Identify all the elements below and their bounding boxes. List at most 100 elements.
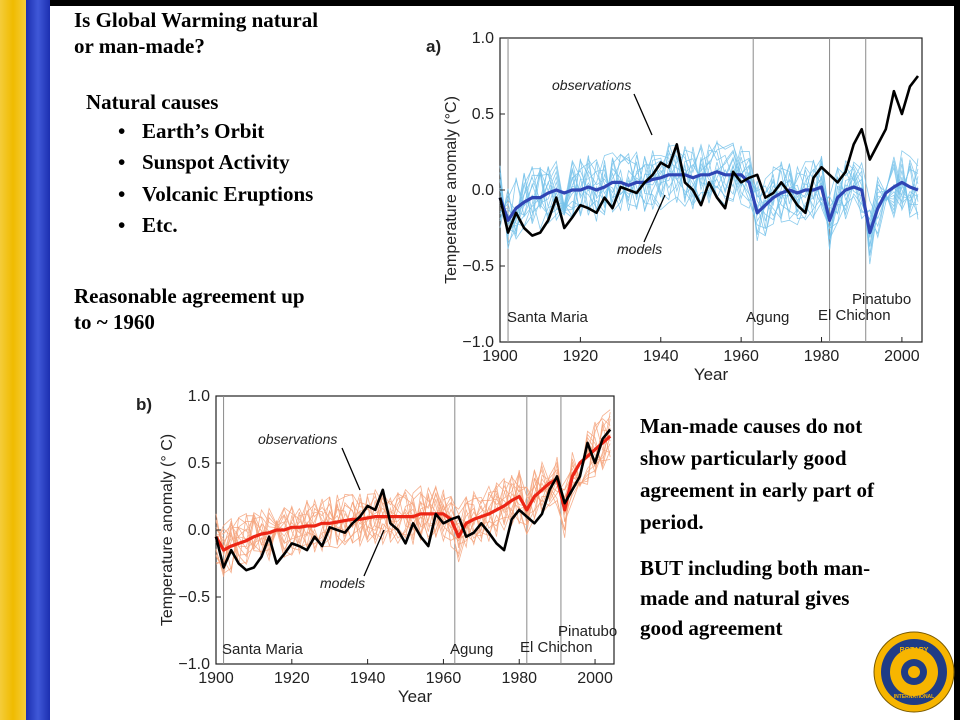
chart-a-ytick-label-0: −1.0 — [462, 334, 494, 351]
manmade-note-line3: agreement in early part of — [640, 478, 875, 502]
chart-b-model-run-1 — [215, 416, 611, 571]
chart-a-model-run-3 — [499, 142, 919, 238]
manmade-note: Man-made causes do not show particularly… — [640, 410, 874, 538]
chart-a-eruption-label-3: Pinatubo — [852, 291, 911, 308]
left-stripe-blue — [26, 0, 50, 720]
chart-b-xtick-label-5: 2000 — [577, 670, 613, 687]
svg-text:ROTARY: ROTARY — [900, 647, 929, 654]
chart-b-ytick-label-3: 0.5 — [188, 455, 210, 472]
svg-text:INTERNATIONAL: INTERNATIONAL — [894, 694, 934, 700]
chart-b-model-run-4 — [215, 418, 611, 563]
slide-title: Is Global Warming natural or man-made? — [74, 8, 318, 59]
chart-b-eruption-label-2: El Chichon — [520, 639, 593, 656]
chart-a-ytick-label-4: 1.0 — [472, 30, 494, 47]
chart-b-annotation-models: models — [320, 575, 365, 591]
chart-b-xtick-label-4: 1980 — [501, 670, 537, 687]
combined-note-line3: good agreement — [640, 616, 783, 640]
chart-b-ytick-label-4: 1.0 — [188, 388, 210, 405]
chart-b-eruption-label-3: Pinatubo — [558, 623, 617, 640]
chart-a-xtick-label-2: 1940 — [643, 348, 679, 365]
chart-a-eruption-label-2: El Chichon — [818, 307, 891, 324]
chart-a-series-observations — [498, 75, 920, 237]
chart-a-model-run-2 — [499, 149, 919, 249]
combined-note: BUT including both man- made and natural… — [640, 553, 870, 643]
chart-b-ytick-label-2: 0.0 — [188, 522, 210, 539]
manmade-note-line2: show particularly good — [640, 446, 847, 470]
chart-b-eruption-label-1: Agung — [450, 641, 493, 658]
chart-b-xtick-label-0: 1900 — [198, 670, 234, 687]
natural-causes-list: Earth’s Orbit Sunspot Activity Volcanic … — [118, 119, 313, 239]
cause-item-etc: Etc. — [118, 213, 313, 239]
chart-a-model-run-11 — [499, 146, 919, 250]
chart-panel-b: −1.0 −0.5 0.0 0.5 1.0 1900 1920 1940 1960 1980 200… — [132, 378, 632, 720]
chart-a-annotation-observations: observations — [552, 77, 631, 93]
chart-a-x-axis-label: Year — [694, 365, 729, 384]
chart-a-ytick-label-3: 0.5 — [472, 106, 494, 123]
chart-a-xtick-label-0: 1900 — [482, 348, 518, 365]
left-stripe-yellow — [0, 0, 26, 720]
chart-b-model-run-6 — [215, 430, 611, 547]
chart-a-xtick-label-1: 1920 — [563, 348, 599, 365]
chart-a-eruption-label-1: Agung — [746, 309, 789, 326]
chart-b-model-run-11 — [215, 427, 611, 559]
agreement-note: Reasonable agreement up to ~ 1960 — [74, 284, 305, 335]
chart-a-annotation-models: models — [617, 241, 662, 257]
agreement-note-line2: to ~ 1960 — [74, 309, 155, 334]
chart-b-annotation-models-arrow — [363, 529, 385, 577]
chart-a-ytick-label-1: −0.5 — [462, 258, 494, 275]
combined-note-line1: BUT including both man- — [640, 556, 871, 580]
chart-a-ytick-label-2: 0.0 — [472, 182, 494, 199]
combined-note-line2: made and natural gives — [640, 586, 850, 610]
rotary-emblem: ROTARY INTERNATIONAL — [873, 631, 955, 713]
chart-b-xtick-label-3: 1960 — [426, 670, 462, 687]
chart-b-annotation-observations-arrow — [341, 447, 361, 491]
chart-a-series-models — [498, 170, 919, 235]
natural-causes-heading: Natural causes — [86, 90, 219, 114]
chart-a-model-run-7 — [499, 143, 919, 245]
chart-b-ytick-label-0: −1.0 — [178, 656, 210, 673]
chart-panel-a: −1.0 −0.5 0.0 0.5 1.0 1900 1920 1940 1960 1980 200… — [412, 10, 954, 388]
chart-b-model-run-10 — [215, 442, 611, 565]
chart-b-model-run-7 — [215, 433, 611, 560]
chart-a-model-run-12 — [499, 142, 919, 256]
chart-a-xtick-label-5: 2000 — [884, 348, 920, 365]
slide-title-line2: or man-made? — [74, 33, 205, 58]
chart-a-xtick-label-3: 1960 — [723, 348, 759, 365]
manmade-note-line4: period. — [640, 510, 704, 534]
chart-a-panel-label: a) — [426, 37, 441, 56]
chart-b-series-models — [214, 434, 612, 552]
chart-a-y-axis-label: Temperature anomaly (°C) — [443, 96, 460, 284]
chart-a-model-run-6 — [499, 150, 919, 239]
chart-b-model-run-9 — [215, 439, 611, 566]
chart-b-annotation-observations: observations — [258, 431, 337, 447]
chart-b-model-run-2 — [215, 424, 611, 574]
chart-a-xtick-label-4: 1980 — [804, 348, 840, 365]
chart-b-model-run-13 — [215, 421, 611, 574]
chart-a-annotation-observations-arrow — [633, 93, 653, 136]
chart-a-model-run-9 — [499, 152, 919, 235]
chart-b-model-run-8 — [215, 418, 611, 577]
chart-a-model-run-13 — [499, 157, 919, 265]
cause-item-sunspot: Sunspot Activity — [118, 150, 313, 176]
chart-b-x-axis-label: Year — [398, 687, 433, 706]
chart-b-ytick-label-1: −0.5 — [178, 589, 210, 606]
chart-a-eruption-label-0: Santa Maria — [507, 309, 589, 326]
chart-b-model-run-12 — [215, 412, 611, 553]
chart-a-annotation-models-arrow — [643, 194, 666, 243]
cause-item-orbit: Earth’s Orbit — [118, 119, 313, 145]
cause-item-volcanic: Volcanic Eruptions — [118, 182, 313, 208]
chart-a-svg: −1.0 −0.5 0.0 0.5 1.0 1900 1920 1940 1960 1980 200… — [426, 30, 923, 384]
chart-b-xtick-label-1: 1920 — [274, 670, 310, 687]
chart-b-panel-label: b) — [136, 395, 152, 414]
chart-b-eruption-label-0: Santa Maria — [222, 641, 304, 658]
natural-causes-block: Natural causes Earth’s Orbit Sunspot Act… — [86, 90, 313, 239]
slide-title-line1: Is Global Warming natural — [74, 8, 319, 32]
chart-b-y-axis-label: Temperature anomaly (° C) — [159, 434, 176, 626]
chart-b-series-observations — [214, 428, 612, 572]
manmade-note-line1: Man-made causes do not — [640, 414, 863, 438]
chart-b-xtick-label-2: 1940 — [350, 670, 386, 687]
agreement-note-line1: Reasonable agreement up — [74, 284, 305, 308]
chart-b-svg: −1.0 −0.5 0.0 0.5 1.0 1900 1920 1940 1960 1980 200… — [136, 388, 617, 706]
chart-a-model-run-5 — [499, 149, 919, 256]
